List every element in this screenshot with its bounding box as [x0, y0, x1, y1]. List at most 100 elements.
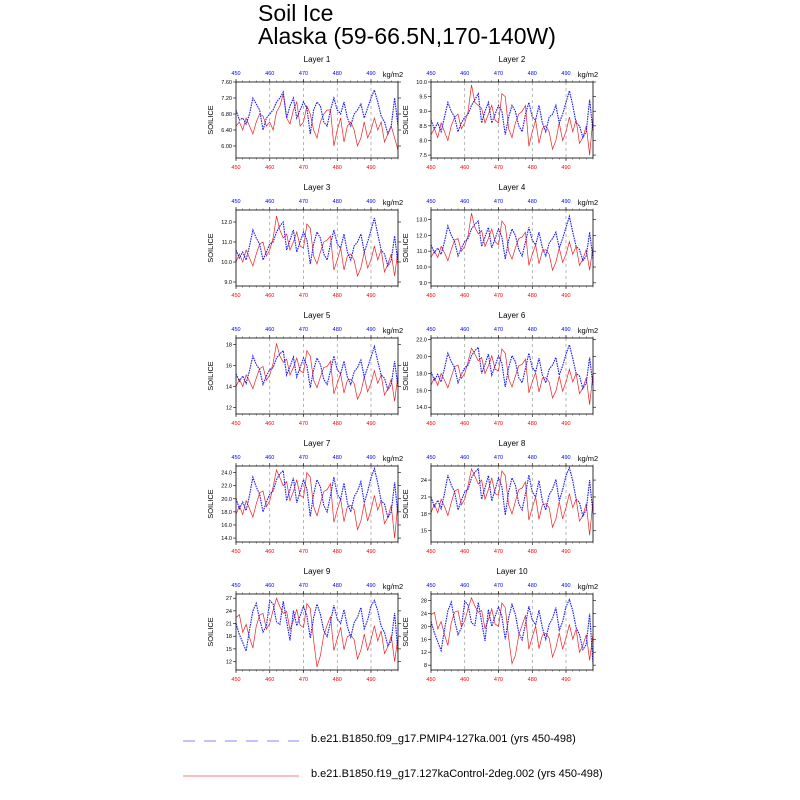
layer-8-bottom-tick-label: 490: [561, 549, 570, 555]
layer-5-bottom-tick-label: 450: [231, 421, 240, 427]
layer-7-ytick-label: 20.0: [221, 497, 232, 503]
layer-9-top-tick-label: 480: [333, 583, 342, 589]
layer-1-ytick-label: 6.00: [221, 144, 232, 150]
layer-7-series-control: [236, 468, 398, 539]
layer-4-ylabel: SOILICE: [401, 233, 410, 263]
layer-1-series-control: [236, 93, 398, 151]
layer-1-top-tick-label: 470: [299, 71, 308, 77]
layer-1-title: Layer 1: [304, 55, 331, 64]
layer-7-top-tick-label: 450: [231, 455, 240, 461]
layer-10-bottom-tick-label: 460: [460, 677, 469, 683]
layer-7-units: kg/m2: [383, 454, 403, 463]
layer-8-ytick-label: 18: [421, 512, 427, 518]
layer-3-units: kg/m2: [383, 198, 403, 207]
layer-10-series-pmip4: [431, 597, 593, 664]
legend-label-2: b.e21.B1850.f19_g17.127kaControl-2deg.00…: [311, 768, 603, 780]
layer-5-units: kg/m2: [383, 326, 403, 335]
layer-3-ytick-label: 9.0: [224, 280, 232, 286]
layer-10-top-tick-label: 490: [561, 583, 570, 589]
layer-10-top-tick-label: 470: [494, 583, 503, 589]
chart-title-line1: Soil Ice: [258, 0, 334, 26]
layer-2-bottom-tick-label: 450: [426, 165, 435, 171]
layer-7-bottom-tick-label: 480: [333, 549, 342, 555]
layer-7-top-tick-label: 480: [333, 455, 342, 461]
layer-8-ytick-label: 21: [421, 495, 427, 501]
layer-3-bottom-tick-label: 490: [366, 293, 375, 299]
layer-7-series-pmip4: [236, 466, 398, 520]
layer-1-bottom-tick-label: 490: [366, 165, 375, 171]
layer-2-ytick-label: 10.0: [416, 80, 427, 86]
layer-10-ytick-label: 12: [421, 650, 427, 656]
layer-9-ytick-label: 18: [226, 634, 232, 640]
layer-2-bottom-tick-label: 490: [561, 165, 570, 171]
layer-2-top-tick-label: 460: [460, 71, 469, 77]
layer-8-series-control: [431, 467, 593, 536]
layer-1-units: kg/m2: [383, 70, 403, 79]
layer-9-units: kg/m2: [383, 582, 403, 591]
layer-1-top-tick-label: 460: [265, 71, 274, 77]
layer-1-series-pmip4: [236, 88, 398, 136]
layer-10-ytick-label: 16: [421, 637, 427, 643]
layer-5-frame: [235, 337, 399, 415]
layer-7-ytick-label: 14.0: [221, 536, 232, 542]
layer-9-ytick-label: 21: [226, 622, 232, 628]
layer-9-bottom-tick-label: 470: [299, 677, 308, 683]
layer-6-ytick-label: 22.0: [416, 338, 427, 344]
layer-2-panel: Layer 2 kg/m2 SOILICE 450 450 460 460 470 470 480…: [401, 55, 598, 171]
layer-5-title: Layer 5: [304, 311, 331, 320]
layer-3-ylabel: SOILICE: [206, 233, 215, 263]
legend-label-1: b.e21.B1850.f09_g17.PMIP4-127ka.001 (yrs…: [311, 733, 576, 745]
layer-4-title: Layer 4: [499, 183, 526, 192]
layer-6-series-pmip4: [431, 342, 593, 391]
layer-5-top-tick-label: 490: [366, 327, 375, 333]
layer-5-series-pmip4: [236, 344, 398, 392]
layer-3-frame: [235, 209, 399, 287]
layer-6-top-tick-label: 490: [561, 327, 570, 333]
layer-4-series-control: [431, 213, 593, 272]
layer-4-top-tick-label: 450: [426, 199, 435, 205]
layer-1-ylabel: SOILICE: [206, 105, 215, 135]
layer-6-ylabel: SOILICE: [401, 361, 410, 391]
layer-10-bottom-tick-label: 470: [494, 677, 503, 683]
layer-7-bottom-tick-label: 450: [231, 549, 240, 555]
legend-entry-2: b.e21.B1850.f19_g17.127kaControl-2deg.00…: [183, 766, 743, 786]
layer-6-bottom-tick-label: 480: [528, 421, 537, 427]
layer-6-bottom-tick-label: 490: [561, 421, 570, 427]
layer-8-units: kg/m2: [578, 454, 598, 463]
layer-2-bottom-tick-label: 480: [528, 165, 537, 171]
layer-10-panel: Layer 10 kg/m2 SOILICE 450 450 460 460 470 470 48…: [401, 567, 598, 683]
layer-10-series-control: [431, 596, 593, 665]
layer-2-ytick-label: 7.5: [419, 153, 427, 159]
layer-3-ytick-label: 10.0: [221, 260, 232, 266]
legend-swatch-1: [183, 740, 299, 742]
layer-10-ytick-label: 28: [421, 598, 427, 604]
layer-8-ylabel: SOILICE: [401, 489, 410, 519]
charts-canvas: Layer 1 kg/m2 SOILICE 450 450 460 460 470 470 480…: [206, 55, 598, 683]
layer-5-top-tick-label: 460: [265, 327, 274, 333]
layer-1-top-tick-label: 450: [231, 71, 240, 77]
layer-7-top-tick-label: 460: [265, 455, 274, 461]
layer-3-bottom-tick-label: 450: [231, 293, 240, 299]
legend-swatch-2: [183, 775, 299, 777]
layer-3-top-tick-label: 480: [333, 199, 342, 205]
layer-10-ytick-label: 24: [421, 611, 427, 617]
layer-5-top-tick-label: 470: [299, 327, 308, 333]
layer-9-top-tick-label: 460: [265, 583, 274, 589]
layer-1-bottom-tick-label: 450: [231, 165, 240, 171]
layer-4-ytick-label: 13.0: [416, 218, 427, 224]
layer-5-series-control: [236, 343, 398, 402]
layer-6-ytick-label: 14.0: [416, 405, 427, 411]
layer-9-series-control: [236, 597, 398, 668]
layer-3-panel: Layer 3 kg/m2 SOILICE 450 450 460 460 470 470 480…: [206, 183, 403, 299]
layer-2-ytick-label: 9.0: [419, 109, 427, 115]
layer-1-bottom-tick-label: 480: [333, 165, 342, 171]
layer-8-ytick-label: 24: [421, 478, 427, 484]
layer-7-title: Layer 7: [304, 439, 331, 448]
layer-6-top-tick-label: 470: [494, 327, 503, 333]
layer-1-top-tick-label: 480: [333, 71, 342, 77]
layer-7-ytick-label: 16.0: [221, 523, 232, 529]
layer-7-frame: [235, 465, 399, 543]
layer-1-top-tick-label: 490: [366, 71, 375, 77]
layer-10-bottom-tick-label: 490: [561, 677, 570, 683]
layer-9-title: Layer 9: [304, 567, 331, 576]
